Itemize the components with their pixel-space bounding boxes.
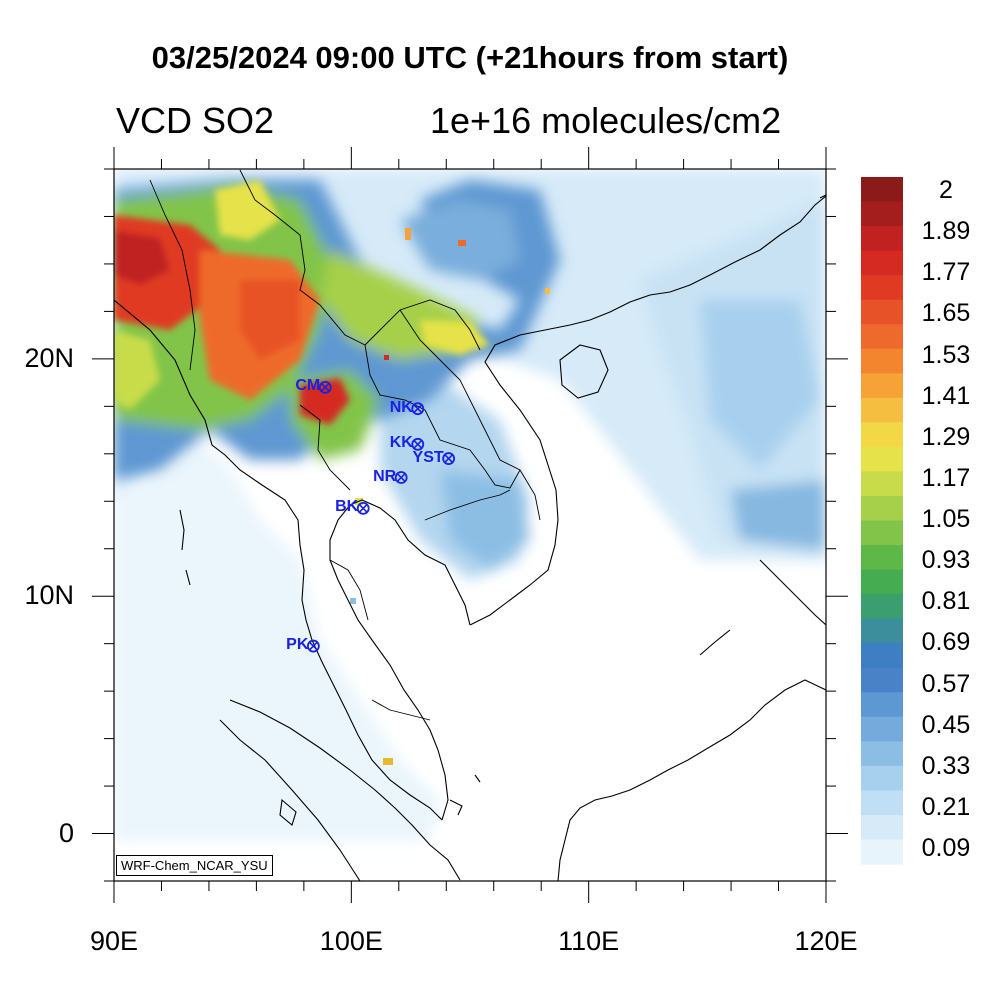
- colorbar-label: 1.89: [921, 217, 971, 246]
- colorbar-label: 1.17: [921, 463, 971, 492]
- colorbar-swatch: [861, 594, 903, 620]
- colorbar-swatch: [861, 201, 903, 227]
- colorbar-swatch: [861, 226, 903, 252]
- colorbar-swatch: [861, 545, 903, 571]
- station-marker-icon: [318, 380, 332, 394]
- colorbar-swatch: [861, 692, 903, 718]
- variable-label: VCD SO2: [116, 100, 275, 141]
- colorbar-swatch: [861, 520, 903, 546]
- colorbar-swatch: [861, 716, 903, 742]
- lat-tick-label: 0: [58, 817, 74, 848]
- colorbar-swatch: [861, 839, 903, 865]
- station-marker-icon: [394, 471, 408, 484]
- colorbar-swatch: [861, 667, 903, 693]
- lat-tick-label: 20N: [24, 342, 74, 373]
- colorbar-label: 1.65: [921, 299, 971, 328]
- colorbar-label: 0.09: [921, 834, 971, 862]
- country-borders: [149, 169, 541, 721]
- colorbar-swatch: [861, 741, 903, 767]
- station-label: NK: [389, 398, 413, 416]
- lat-tick-label: 10N: [24, 580, 74, 611]
- colorbar-swatch: [861, 790, 903, 816]
- lon-tick-label: 90E: [89, 926, 139, 956]
- station-label: PK: [286, 636, 309, 654]
- colorbar-label: 1.77: [921, 258, 971, 287]
- station-marker-icon: [356, 501, 370, 515]
- lon-tick-label: 100E: [319, 926, 383, 956]
- colorbar-swatch: [861, 814, 903, 841]
- lon-tick-label: 120E: [794, 926, 858, 956]
- colorbar: [861, 177, 903, 865]
- colorbar-swatch: [861, 765, 903, 791]
- colorbar-label: 0.81: [921, 587, 971, 616]
- station-marker-icon: [306, 639, 320, 653]
- colorbar-swatch: [861, 373, 903, 399]
- colorbar-label: 0.21: [921, 792, 971, 821]
- colorbar-label: 1.41: [921, 381, 971, 410]
- colorbar-label: 1.53: [921, 340, 971, 369]
- colorbar-label: 0.57: [921, 669, 971, 698]
- colorbar-swatch: [861, 397, 903, 423]
- colorbar-label: 0.93: [921, 546, 971, 575]
- plot-frame: [113, 168, 827, 882]
- colorbar-label: 1.29: [921, 422, 971, 451]
- colorbar-swatch: [861, 569, 903, 595]
- colorbar-swatch: [861, 299, 903, 325]
- station-markers: [306, 380, 456, 653]
- colorbar-swatch: [861, 446, 903, 473]
- colorbar-swatch: [861, 618, 903, 644]
- colorbar-label: 0.45: [921, 710, 971, 739]
- so2-plume-core: [114, 180, 490, 425]
- colorbar-swatch: [861, 643, 903, 669]
- colorbar-label: 0.33: [921, 751, 971, 780]
- station-label: NR: [373, 467, 397, 485]
- colorbar-label: 2: [939, 176, 953, 204]
- station-marker-icon: [411, 402, 425, 416]
- colorbar-swatch: [861, 471, 903, 497]
- units-label: 1e+16 molecules/cm2: [430, 100, 782, 141]
- station-label: YST: [412, 448, 444, 466]
- colorbar-swatch: [861, 348, 903, 374]
- so2-field: [114, 169, 826, 881]
- colorbar-swatch: [861, 422, 903, 448]
- station-label: BK: [335, 498, 359, 516]
- station-marker-icon: [442, 452, 456, 465]
- colorbar-swatch: [861, 324, 903, 350]
- colorbar-label: 0.69: [921, 628, 971, 657]
- station-marker-icon: [411, 437, 425, 451]
- model-credit-label: WRF-Chem_NCAR_YSU: [116, 855, 273, 876]
- colorbar-swatch: [861, 495, 903, 522]
- colorbar-swatch: [861, 250, 903, 276]
- colorbar-label: 1.05: [921, 505, 971, 533]
- colorbar-swatch: [861, 177, 903, 203]
- map-title: 03/25/2024 09:00 UTC (+21hours from star…: [151, 40, 789, 75]
- station-label: KK: [389, 434, 413, 452]
- colorbar-swatch: [861, 275, 903, 301]
- station-label: CM: [295, 377, 321, 395]
- tick-marks: [92, 147, 848, 903]
- lon-tick-label: 110E: [558, 926, 620, 956]
